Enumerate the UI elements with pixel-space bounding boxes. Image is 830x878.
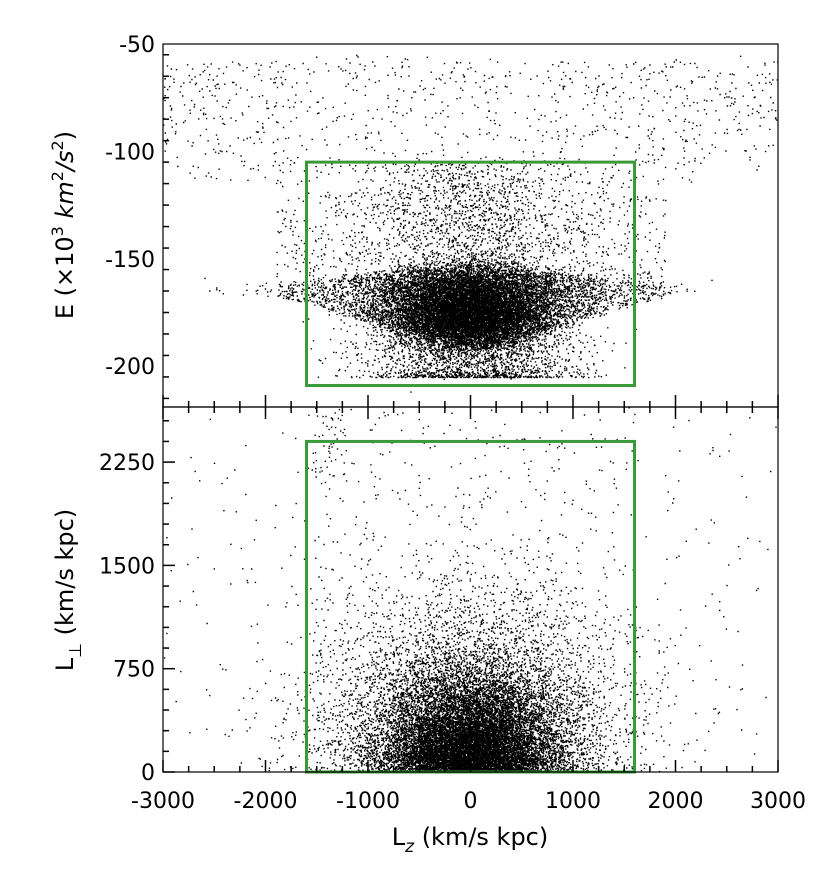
x-tick-label: 1000: [545, 789, 601, 814]
x-tick-label: -1000: [336, 789, 400, 814]
top-point-cloud: [163, 54, 779, 393]
x-tick-label: 3000: [750, 789, 806, 814]
x-tick-label: 0: [464, 789, 478, 814]
x-tick-label: 2000: [648, 789, 704, 814]
x-tick-label: -2000: [234, 789, 298, 814]
top-y-tick-label: -200: [105, 355, 155, 380]
bottom-scatter-points: [163, 407, 777, 774]
bottom-y-tick-label: 750: [113, 658, 155, 683]
top-y-tick-label: -50: [119, 33, 155, 58]
top-selection-box: [305, 160, 636, 388]
bottom-y-tick-label: 1500: [99, 554, 155, 579]
bottom-y-tick-label: 0: [141, 761, 155, 786]
top-y-axis-title: E (×103 km2/s2): [48, 131, 79, 319]
top-y-tick-label: -100: [105, 140, 155, 165]
top-scatter-points: [163, 54, 779, 393]
bottom-y-axis-title: L⊥ (km/s kpc): [51, 509, 86, 671]
bottom-y-tick-label: 2250: [99, 451, 155, 476]
top-y-tick-label: -150: [105, 248, 155, 273]
x-axis-title: Lz (km/s kpc): [392, 823, 549, 857]
x-tick-label: -3000: [131, 789, 195, 814]
bottom-point-cloud: [163, 407, 777, 774]
axis-ticks: [162, 53, 779, 773]
